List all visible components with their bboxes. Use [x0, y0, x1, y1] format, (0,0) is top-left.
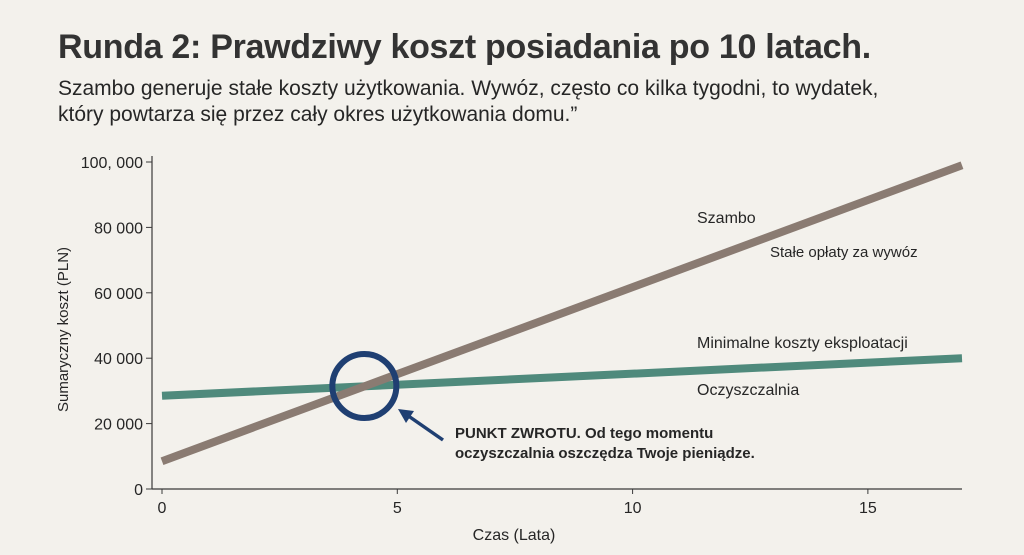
chart-subtitle: Szambo generuje stałe koszty użytkowania…	[58, 76, 958, 128]
x-tick-label: 15	[859, 500, 877, 517]
chart-title: Runda 2: Prawdziwy koszt posiadania po 1…	[58, 28, 871, 66]
series-note-szambo: Stałe opłaty za wywóz	[770, 244, 918, 261]
series-label-szambo: Szambo	[697, 210, 756, 227]
x-axis-label: Czas (Lata)	[473, 527, 556, 544]
y-tick-label: 40 000	[94, 351, 143, 368]
break-even-arrow-head	[398, 409, 414, 423]
series-line-oczyszczalnia	[161, 354, 963, 400]
series-note-oczyszczalnia: Minimalne koszty eksploatacji	[697, 335, 908, 352]
y-tick-label: 60 000	[94, 286, 143, 303]
y-tick-label: 20 000	[94, 417, 143, 434]
subtitle-line-1: Szambo generuje stałe koszty użytkowania…	[58, 77, 879, 100]
y-tick-label: 80 000	[94, 220, 143, 237]
series-labels: Szambo Stałe opłaty za wywóz Minimalne kos…	[697, 210, 918, 399]
break-even-circle	[329, 350, 400, 421]
break-even-text-line-1: PUNKT ZWROTU. Od tego momentu	[455, 425, 713, 442]
series-lines	[160, 161, 964, 465]
break-even-text-line-2: oczyszczalnia oszczędza Twoje pieniądze.	[455, 445, 755, 462]
y-axis-label: Sumaryczny koszt (PLN)	[55, 247, 72, 412]
break-even-annotation: PUNKT ZWROTU. Od tego momentu oczyszczaln…	[329, 350, 755, 462]
subtitle-line-2: który powtarza się przez cały okres użyt…	[58, 103, 578, 126]
axes: 0 20 000 40 000 60 000 80 000 100, 000 0 5 10 15 C…	[55, 155, 962, 544]
x-tick-label: 10	[624, 500, 642, 517]
series-line-szambo	[160, 161, 964, 465]
break-even-arrow-shaft	[406, 413, 444, 442]
x-tick-label: 0	[158, 500, 167, 517]
y-tick-label: 0	[134, 482, 143, 499]
x-tick-label: 5	[393, 500, 402, 517]
y-tick-label: 100, 000	[81, 155, 143, 172]
series-label-oczyszczalnia: Oczyszczalnia	[697, 382, 799, 399]
